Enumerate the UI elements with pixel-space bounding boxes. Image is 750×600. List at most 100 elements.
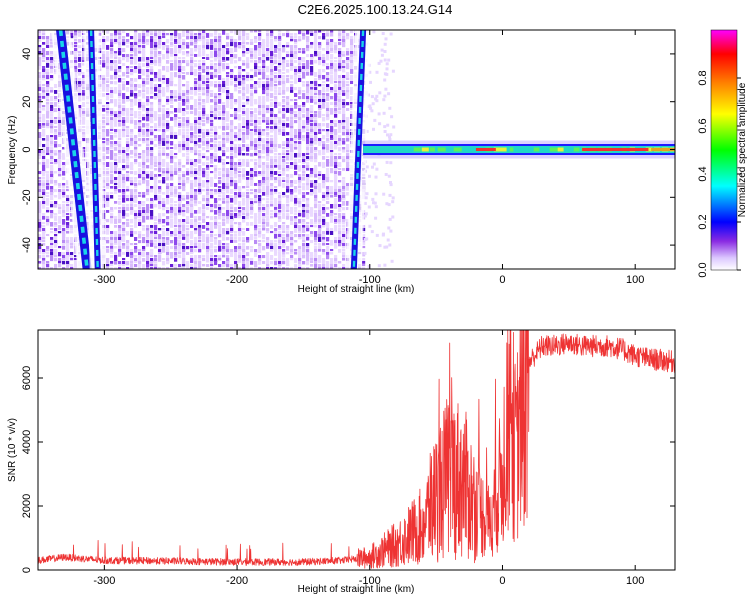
heatmap-cell <box>298 210 302 214</box>
heatmap-cell <box>234 186 238 190</box>
heatmap-cell <box>338 96 342 100</box>
heatmap-cell <box>338 204 342 208</box>
heatmap-cell <box>74 63 78 67</box>
heatmap-cell <box>210 117 214 121</box>
heatmap-cell <box>338 141 342 146</box>
heatmap-cell <box>306 174 310 178</box>
heatmap-cell <box>270 33 274 37</box>
heatmap-cell <box>278 225 282 230</box>
heatmap-cell <box>314 111 318 114</box>
heatmap-cell <box>178 249 182 253</box>
heatmap-cell <box>334 222 338 225</box>
heatmap-cell <box>214 141 218 144</box>
heatmap-cell <box>58 219 62 224</box>
heatmap-cell <box>218 189 222 194</box>
heatmap-cell <box>242 81 246 85</box>
heatmap-cell <box>58 228 62 231</box>
heatmap-cell <box>46 162 50 165</box>
heatmap-cell <box>302 183 306 186</box>
heatmap-cell <box>38 228 42 232</box>
heatmap-cell <box>290 81 294 84</box>
heatmap-cell <box>130 93 134 97</box>
heatmap-cell <box>266 162 270 166</box>
heatmap-cell <box>226 123 230 128</box>
heatmap-cell <box>350 69 354 74</box>
heatmap-cell <box>170 63 174 68</box>
heatmap-cell <box>182 72 186 75</box>
heatmap-cell <box>234 111 238 116</box>
heatmap-cell <box>306 150 310 155</box>
heatmap-cell <box>122 174 126 178</box>
heatmap-cell <box>150 153 154 158</box>
heatmap-cell <box>150 147 154 150</box>
heatmap-cell <box>154 198 158 201</box>
heatmap-cell <box>182 57 186 60</box>
heatmap-cell <box>234 81 238 84</box>
heatmap-cell <box>342 264 346 268</box>
heatmap-cell <box>242 111 246 116</box>
heatmap-cell <box>166 108 170 111</box>
heatmap-cell <box>118 231 122 236</box>
heatmap-cell <box>254 72 258 77</box>
heatmap-cell <box>138 213 142 217</box>
heatmap-cell <box>306 42 310 47</box>
heatmap-cell <box>294 195 298 199</box>
heatmap-cell <box>150 129 154 134</box>
heatmap-cell <box>282 78 286 82</box>
heatmap-cell <box>266 78 270 81</box>
heatmap-cell <box>270 60 274 65</box>
heatmap-cell <box>282 45 286 48</box>
heatmap-cell <box>334 264 338 268</box>
heatmap-cell <box>122 123 126 128</box>
heatmap-cell <box>226 231 230 235</box>
heatmap-cell <box>158 51 162 55</box>
heatmap-cell <box>130 219 134 224</box>
heatmap-cell <box>46 249 50 252</box>
heatmap-cell <box>290 240 294 245</box>
heatmap-cell <box>334 51 338 54</box>
heatmap-cell <box>206 69 210 73</box>
heatmap-cell <box>186 171 190 176</box>
heatmap-cell <box>50 174 54 178</box>
heatmap-cell <box>262 183 266 186</box>
heatmap-cell <box>166 174 170 178</box>
heatmap-cell <box>274 141 278 145</box>
heatmap-cell <box>266 201 270 204</box>
heatmap-cell <box>230 132 234 137</box>
heatmap-cell <box>318 72 322 77</box>
heatmap-cell <box>190 219 194 224</box>
heatmap-cell <box>314 201 318 206</box>
heatmap-cell <box>126 243 130 248</box>
heatmap-cell <box>350 36 354 40</box>
heatmap-cell <box>202 78 206 82</box>
heatmap-cell <box>114 39 118 44</box>
heatmap-cell <box>326 267 330 269</box>
heatmap-cell <box>238 177 242 182</box>
heatmap-cell <box>298 90 302 95</box>
heatmap-cell <box>226 201 230 204</box>
heatmap-cell <box>126 132 130 135</box>
heatmap-cell <box>226 243 230 246</box>
heatmap-cell <box>130 72 134 76</box>
heatmap-cell <box>274 147 278 152</box>
heatmap-cell <box>190 132 194 136</box>
heatmap-cell <box>150 63 154 66</box>
heatmap-cell <box>162 162 166 167</box>
heatmap-cell <box>222 45 226 50</box>
heatmap-cell <box>38 51 42 55</box>
heatmap-cell <box>350 78 354 82</box>
heatmap-cell <box>246 63 250 68</box>
heatmap-cell <box>162 75 166 78</box>
heatmap-cell <box>274 159 278 164</box>
heatmap-cell <box>222 243 226 246</box>
heatmap-cell <box>142 207 146 211</box>
heatmap-cell <box>142 87 146 91</box>
heatmap-cell <box>258 57 262 62</box>
heatmap-cell <box>62 168 66 173</box>
heatmap-cell <box>306 48 310 52</box>
heatmap-cell <box>42 264 46 269</box>
heatmap-cell <box>270 225 274 229</box>
heatmap-cell <box>234 249 238 253</box>
heatmap-cell <box>242 87 246 91</box>
heatmap-cell <box>326 147 330 152</box>
